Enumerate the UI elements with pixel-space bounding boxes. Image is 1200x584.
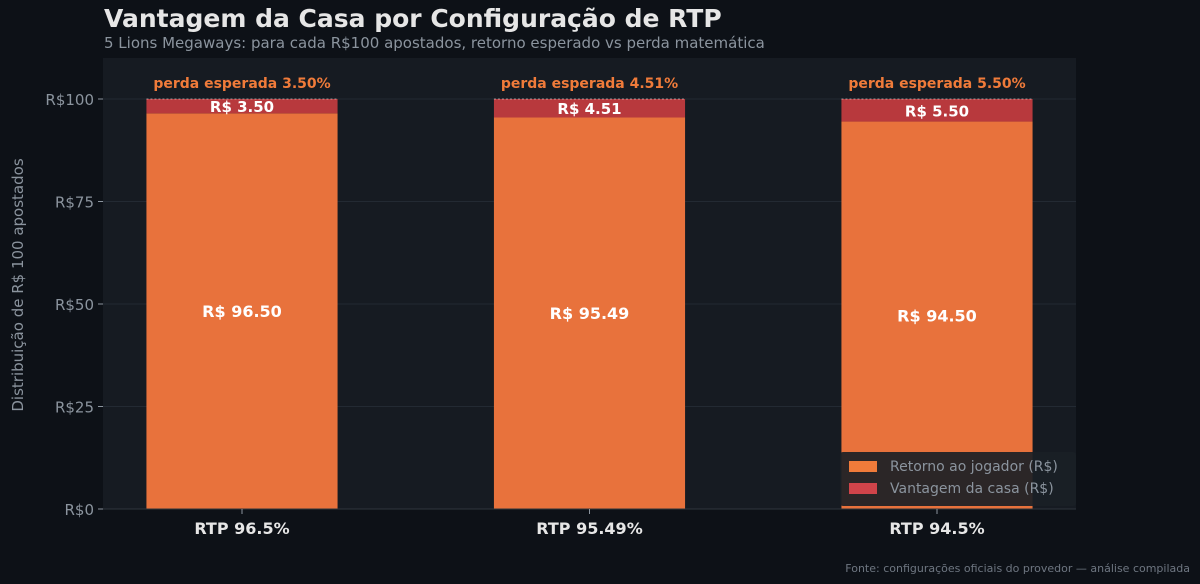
y-tick-label: R$25 [55,399,94,417]
x-tick-label: RTP 94.5% [889,519,984,538]
legend-swatch-house [849,483,877,494]
data-label-house: R$ 4.51 [557,100,621,118]
legend-box [840,452,1076,506]
data-label-house: R$ 5.50 [905,102,969,120]
bar-return [493,117,686,509]
legend-swatch-return [849,461,877,472]
y-tick-label: R$0 [64,501,94,519]
source-note: Fonte: configurações oficiais do provedo… [845,562,1190,575]
y-axis-label: Distribuição de R$ 100 apostados [9,158,27,411]
legend-label-return: Retorno ao jogador (R$) [890,459,1058,475]
chart-subtitle: 5 Lions Megaways: para cada R$100 aposta… [104,34,765,52]
data-label-return: R$ 95.49 [550,304,630,323]
data-label-return: R$ 94.50 [897,306,977,325]
y-tick-label: R$75 [55,194,94,212]
x-tick-label: RTP 95.49% [536,519,642,538]
bar-return [841,121,1033,510]
y-tick-label: R$100 [45,91,94,109]
bar-return [146,113,338,509]
bar-house-edge [493,99,686,118]
bar-house-edge [146,99,338,114]
legend: Retorno ao jogador (R$) Vantagem da casa… [840,452,1076,506]
data-label-house: R$ 3.50 [210,98,274,116]
chart-title: Vantagem da Casa por Configuração de RTP [104,4,722,33]
annotation-expected-loss: perda esperada 4.51% [501,76,678,92]
legend-label-house: Vantagem da casa (R$) [890,481,1054,497]
x-tick-label: RTP 96.5% [194,519,289,538]
data-label-return: R$ 96.50 [202,302,282,321]
annotation-expected-loss: perda esperada 3.50% [153,76,330,92]
y-tick-label: R$50 [55,296,94,314]
annotation-expected-loss: perda esperada 5.50% [848,76,1025,92]
bar-house-edge [841,99,1033,122]
